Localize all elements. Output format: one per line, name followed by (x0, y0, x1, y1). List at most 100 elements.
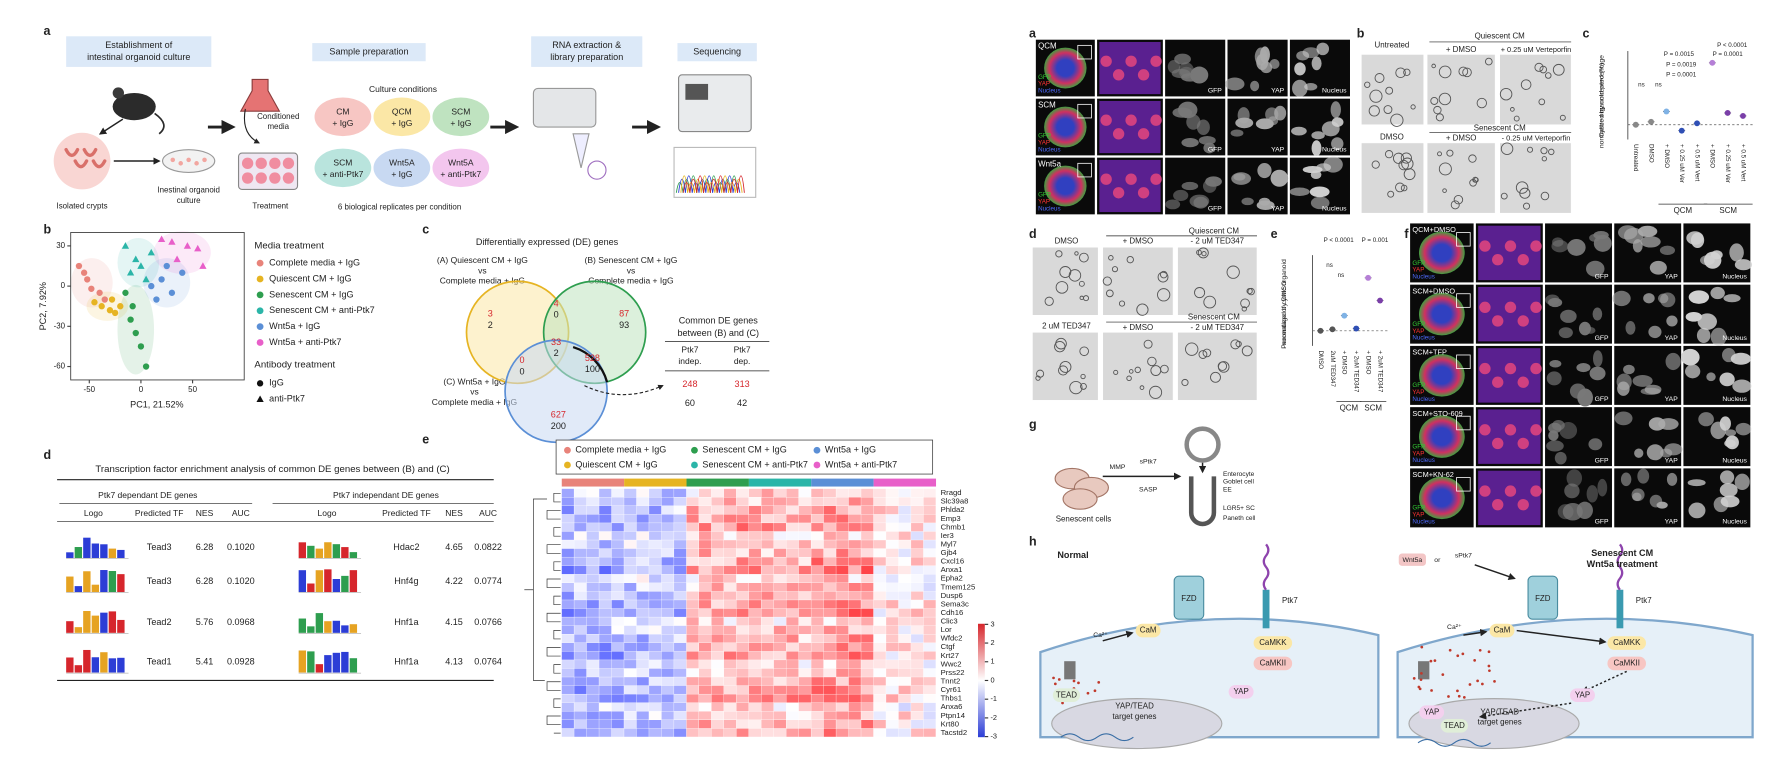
heat-cell (699, 591, 712, 600)
heat-cell (886, 608, 899, 617)
heat-cell (686, 574, 699, 583)
bc-highlight (572, 345, 609, 383)
logo-letter (100, 570, 108, 593)
nucleus (1137, 69, 1150, 81)
label: Enterocyte (1223, 471, 1255, 478)
point (1709, 59, 1716, 66)
colorbar (977, 623, 985, 738)
signal (1597, 478, 1608, 497)
gene-label: Ptpn14 (941, 711, 966, 720)
heat-cell (624, 548, 637, 557)
heat-cell (624, 574, 637, 583)
heat-cell (873, 514, 886, 523)
heat-cell (786, 514, 799, 523)
channel-legend: Nucleus (1412, 396, 1434, 403)
heat-cell (923, 677, 936, 686)
region-count: 3 (488, 309, 493, 319)
x-tick-label: + 0.5 uM Vert (1693, 144, 1700, 181)
heat-cell (886, 565, 899, 575)
heat-cell (736, 600, 749, 609)
point (108, 296, 116, 303)
calcium (1077, 681, 1080, 685)
heat-cell (773, 720, 786, 729)
legend-swatch (256, 291, 264, 299)
organoid (1395, 182, 1405, 193)
dna (1417, 738, 1491, 747)
protein (1607, 656, 1646, 671)
nucleus (1100, 55, 1112, 67)
heat-cell (736, 497, 749, 506)
group-bar (748, 478, 812, 487)
gene-label: Sema3c (941, 599, 969, 608)
heat-cell (848, 557, 861, 566)
calcium (1433, 659, 1437, 662)
legend-swatch (691, 446, 698, 454)
ptk7 (1616, 589, 1624, 629)
heat-cell (699, 514, 712, 523)
protein (1228, 685, 1254, 699)
heat-cell (773, 677, 786, 686)
y-axis-label: Cystic organoid percentage (1599, 55, 1606, 138)
signal (1688, 502, 1706, 519)
heat-cell (599, 582, 612, 592)
organoid (1196, 249, 1202, 256)
heat-cell (773, 574, 786, 583)
signal (1589, 366, 1606, 381)
heat-cell (599, 505, 612, 515)
heat-cell (599, 668, 612, 677)
heat-cell (861, 617, 874, 626)
point (111, 309, 119, 317)
region-count: 2 (554, 348, 559, 358)
heat-cell (574, 531, 587, 540)
heat-cell (861, 591, 874, 600)
heat-cell (823, 514, 836, 523)
heat-cell (661, 565, 674, 575)
point (1678, 127, 1685, 134)
channel-legend: YAP (1412, 328, 1424, 335)
signal (1729, 243, 1744, 262)
heat-cell (561, 497, 574, 506)
heat-cell (898, 540, 911, 549)
heat-cell (624, 634, 637, 643)
region-count: 200 (551, 421, 566, 431)
organoid (1226, 265, 1240, 279)
heat-cell (823, 651, 836, 660)
signal (1719, 470, 1735, 485)
heat-cell (861, 565, 874, 575)
inset-box (1456, 293, 1471, 308)
heat-cell (611, 557, 624, 566)
row-label: SCM+DMSO (1412, 286, 1455, 295)
heat-cell (773, 548, 786, 557)
heat-cell (636, 523, 649, 532)
signal (1254, 47, 1268, 66)
heat-cell (736, 617, 749, 626)
heat-cell (674, 540, 687, 549)
heat-cell (686, 488, 699, 498)
label: Ptk7 (734, 345, 751, 355)
heat-cell (811, 531, 824, 540)
nucleus (1479, 485, 1491, 497)
organoid (1374, 73, 1385, 83)
heat-cell (773, 531, 786, 540)
channel-label: Nucleus (1722, 396, 1747, 403)
channel (1064, 661, 1076, 680)
arrow (1102, 630, 1134, 642)
label: vs (478, 265, 487, 275)
point (137, 262, 145, 269)
signal (1681, 348, 1700, 366)
heat-cell (798, 574, 811, 583)
logo-letter (324, 621, 332, 633)
heat-cell (711, 591, 724, 600)
heat-cell (649, 625, 662, 635)
heat-cell (624, 660, 637, 669)
heat-cell (649, 711, 662, 720)
legend-label: Complete media + IgG (575, 445, 666, 455)
heat-cell (886, 505, 899, 515)
heat-cell (911, 523, 924, 532)
logo-letter (66, 621, 74, 633)
signal (1265, 107, 1279, 122)
crypt (1188, 476, 1217, 527)
heat-cell (611, 505, 624, 515)
heat-cell (699, 523, 712, 532)
gene-label: Emp3 (941, 514, 961, 523)
